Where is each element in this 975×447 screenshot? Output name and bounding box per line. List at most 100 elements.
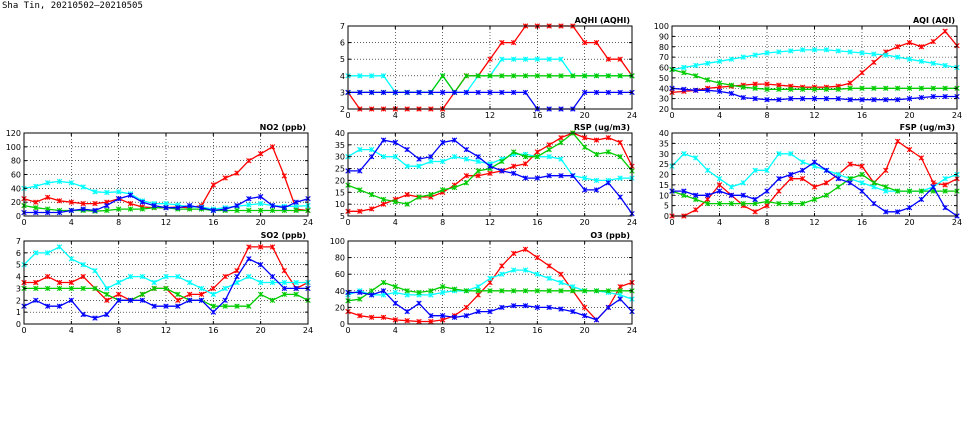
data-point (593, 177, 600, 184)
data-point (883, 85, 889, 91)
data-point (942, 188, 948, 194)
data-point (693, 62, 699, 69)
data-point (871, 59, 877, 66)
data-point (570, 73, 576, 79)
x-tick-label: 12 (809, 111, 819, 120)
data-point (716, 188, 723, 194)
data-point (368, 73, 375, 79)
data-point (522, 89, 529, 96)
data-point (234, 303, 240, 309)
data-point (859, 96, 865, 103)
x-tick-label: 8 (764, 111, 769, 120)
x-tick-label: 4 (393, 218, 398, 227)
data-point (581, 144, 588, 150)
data-point (246, 157, 252, 164)
x-tick-label: 16 (857, 111, 867, 120)
data-point (80, 273, 86, 280)
data-point (234, 202, 240, 209)
data-point (475, 158, 481, 165)
data-point (380, 292, 387, 298)
data-point (257, 291, 264, 298)
data-point (894, 209, 901, 215)
data-point (499, 89, 505, 96)
y-tick-label: 70 (659, 53, 669, 62)
data-point (222, 273, 228, 280)
data-point (918, 196, 925, 203)
data-point (499, 73, 505, 79)
data-point (942, 182, 948, 188)
data-point (534, 73, 541, 79)
data-point (281, 267, 288, 274)
data-point (416, 89, 422, 96)
data-point (776, 96, 782, 103)
data-point (728, 90, 735, 97)
data-point (930, 60, 936, 67)
data-point (617, 292, 623, 298)
data-point (463, 313, 470, 319)
x-tick-label: 4 (393, 111, 398, 120)
data-point (163, 273, 169, 280)
data-point (764, 188, 770, 194)
y-tick-label: 6 (340, 39, 345, 48)
data-point (823, 192, 830, 198)
x-tick-label: 0 (669, 218, 674, 227)
data-point (581, 135, 588, 141)
x-tick-label: 4 (393, 326, 398, 335)
data-point (475, 168, 481, 174)
y-tick-label: 0 (340, 320, 345, 329)
data-point (510, 56, 517, 62)
data-point (752, 95, 758, 102)
data-point (605, 56, 612, 62)
data-point (558, 156, 564, 162)
data-point (788, 86, 794, 92)
data-point (68, 199, 75, 205)
data-point (56, 279, 63, 286)
data-point (906, 146, 913, 153)
data-point (930, 184, 936, 190)
data-point (269, 144, 276, 150)
data-point (139, 297, 146, 303)
chart-panel-1: 0 4 8 12 16 20 24 2 3 4 5 6 7 AQHI (AQHI) (340, 16, 637, 120)
data-point (605, 304, 612, 311)
data-point (522, 246, 529, 252)
data-point (104, 291, 110, 298)
data-point (693, 155, 699, 161)
data-point (68, 279, 75, 286)
data-point (558, 306, 564, 312)
data-point (210, 207, 217, 214)
data-point (510, 163, 517, 169)
data-point (487, 163, 493, 169)
data-point (463, 89, 470, 96)
data-point (906, 205, 913, 211)
data-point (127, 206, 134, 212)
data-point (246, 303, 252, 309)
data-point (799, 159, 806, 165)
x-tick-label: 16 (532, 326, 542, 335)
data-point (451, 314, 458, 321)
data-point (357, 146, 363, 153)
data-point (416, 300, 422, 306)
x-tick-label: 4 (717, 218, 722, 227)
y-tick-label: 60 (335, 270, 345, 279)
x-tick-label: 24 (952, 111, 962, 120)
data-point (570, 288, 576, 294)
data-point (404, 89, 410, 96)
data-point (246, 202, 252, 208)
y-tick-label: 40 (659, 84, 669, 93)
data-point (451, 89, 458, 96)
data-point (186, 202, 193, 209)
data-point (104, 189, 110, 196)
data-point (859, 69, 865, 76)
data-point (546, 146, 552, 153)
data-point (704, 77, 711, 83)
data-point (681, 69, 687, 76)
data-point (617, 283, 623, 290)
data-point (44, 285, 51, 292)
data-point (281, 205, 288, 211)
data-point (127, 192, 134, 198)
data-point (92, 267, 98, 274)
x-tick-label: 12 (161, 218, 171, 227)
data-point (617, 288, 623, 294)
data-point (534, 56, 541, 62)
